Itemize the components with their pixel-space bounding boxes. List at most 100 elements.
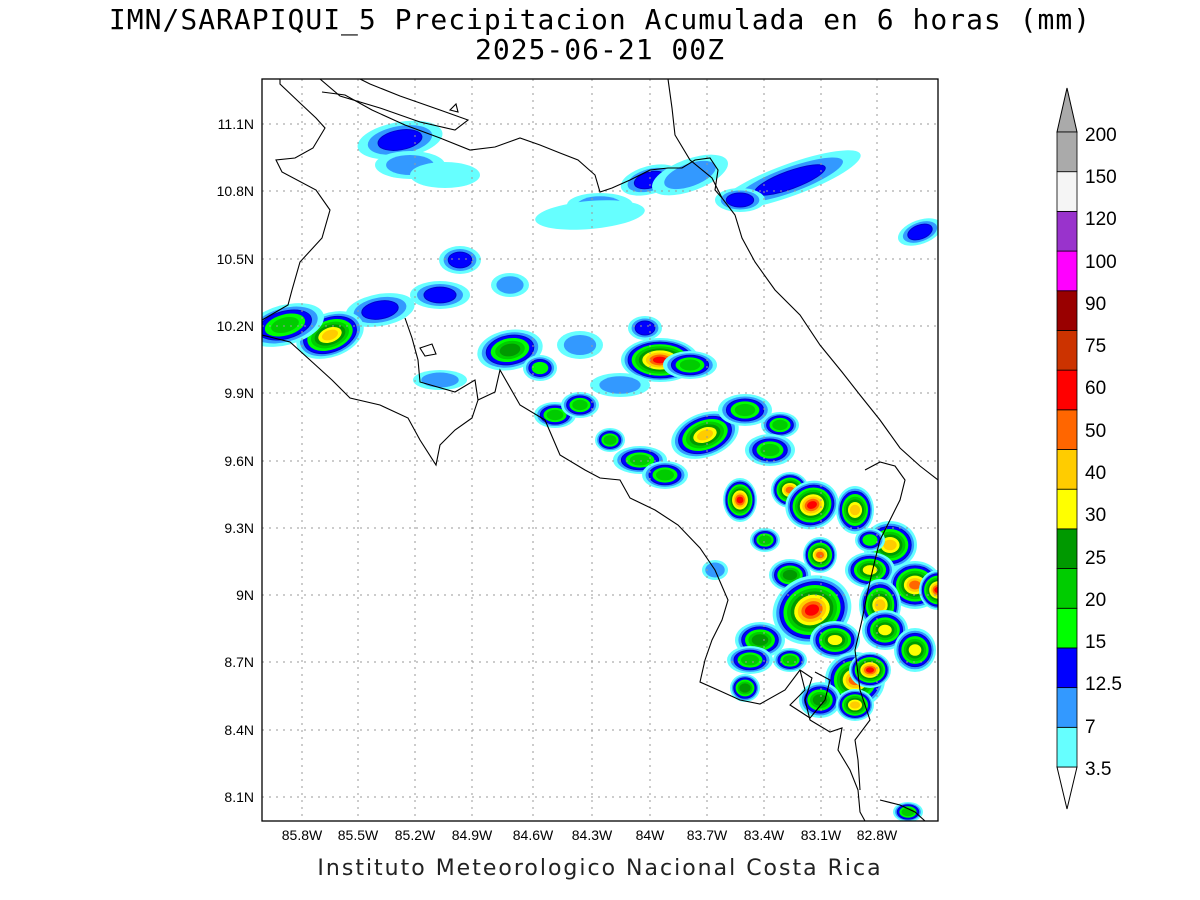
colorbar-swatch	[1056, 607, 1078, 649]
precipitation-cell	[499, 343, 521, 357]
precipitation-cell	[849, 504, 861, 516]
lake-nicaragua-shore	[319, 79, 470, 131]
map-grid	[262, 79, 938, 821]
precipitation-cell	[664, 160, 716, 190]
lat-tick: 9.9N	[224, 385, 254, 401]
precipitation-cell	[271, 316, 299, 334]
precipitation-cell	[907, 223, 933, 241]
lat-tick: 10.2N	[217, 318, 254, 334]
colorbar-label: 7	[1085, 717, 1096, 738]
precipitation-cell	[807, 501, 817, 509]
colorbar-label: 25	[1085, 548, 1106, 569]
colorbar-swatch	[1056, 647, 1078, 689]
colorbar-swatch	[1056, 171, 1078, 212]
precipitation-cell	[629, 454, 651, 466]
lat-tick: 9.6N	[224, 453, 254, 469]
precipitation-cell	[878, 624, 892, 636]
pacific-coastline	[262, 79, 331, 321]
precipitation-field	[262, 120, 938, 821]
colorbar-swatch	[1056, 369, 1078, 411]
precipitation-cell	[862, 565, 878, 575]
nicaragua-border	[321, 91, 723, 199]
precipitation-cell	[865, 667, 875, 673]
precipitation-cell	[772, 419, 788, 431]
colorbar-swatch	[1056, 687, 1078, 728]
latitude-axis: 11.1N 10.8N 10.5N 10.2N 9.9N 9.6N 9.3N 9…	[217, 116, 254, 805]
lat-tick: 9.3N	[224, 520, 254, 536]
precipitation-cell	[361, 300, 399, 320]
colorbar-top-arrow	[1056, 87, 1078, 133]
precipitation-cell	[782, 569, 798, 581]
colorbar-label: 150	[1085, 167, 1117, 188]
gulf-nicoya-coast	[477, 368, 866, 821]
precipitation-cell	[421, 372, 459, 388]
colorbar-label: 90	[1085, 294, 1106, 315]
precipitation-cell	[535, 200, 645, 230]
precipitation-cell	[546, 409, 564, 421]
lat-tick: 8.4N	[224, 722, 254, 738]
plot-frame	[261, 78, 939, 822]
colorbar-swatch	[1056, 131, 1078, 173]
precipitation-cell	[908, 644, 922, 656]
lat-tick: 11.1N	[218, 116, 254, 132]
lon-tick: 83.1W	[801, 827, 842, 843]
map-title: IMN/SARAPIQUI_5 Precipitacion Acumulada …	[108, 3, 1092, 36]
precipitation-cell	[782, 655, 798, 665]
precipitation-cell	[736, 496, 744, 504]
colorbar-label: 100	[1085, 252, 1117, 273]
precipitation-cell	[634, 320, 656, 336]
lon-tick: 83.4W	[744, 827, 785, 843]
precipitation-cell	[531, 361, 549, 375]
colorbar-label: 12.5	[1085, 674, 1122, 695]
precipitation-cell	[849, 701, 861, 709]
golfo-dulce-coast	[789, 669, 831, 719]
precipitation-cell	[447, 251, 473, 269]
island	[448, 102, 459, 113]
colorbar-swatch	[1056, 250, 1078, 292]
map-datetime: 2025-06-21 00Z	[474, 33, 725, 66]
precipitation-cell	[883, 539, 897, 551]
precipitation-cell	[739, 683, 751, 693]
precipitation-cell	[751, 634, 769, 646]
colorbar-label: 3.5	[1085, 759, 1111, 780]
lon-tick: 84.9W	[452, 827, 493, 843]
credit-footer: Instituto Meteorologico Nacional Costa R…	[317, 856, 883, 881]
lon-tick: 84.6W	[513, 827, 554, 843]
lat-tick: 10.8N	[217, 183, 254, 199]
precipitation-cell	[741, 654, 759, 666]
lat-tick: 10.5N	[217, 251, 254, 267]
panama-coast-south	[879, 799, 926, 821]
colorbar-label: 20	[1085, 590, 1106, 611]
lon-tick: 85.5W	[338, 827, 379, 843]
colorbar-label: 60	[1085, 378, 1106, 399]
precipitation-cell	[804, 604, 820, 616]
precipitation-cell	[599, 376, 641, 394]
colorbar-label: 200	[1085, 125, 1117, 146]
precipitation-cell	[874, 599, 886, 611]
colorbar-label: 15	[1085, 632, 1106, 653]
colorbar-swatch	[1056, 330, 1078, 371]
precipitation-cell	[734, 403, 756, 417]
precipitation-cell	[827, 634, 843, 646]
panama-border	[854, 461, 906, 791]
precipitation-cell	[760, 443, 780, 457]
precipitation-cell	[410, 162, 480, 188]
precipitation-cell	[862, 534, 878, 546]
colorbar-label: 40	[1085, 463, 1106, 484]
lon-tick: 85.8W	[282, 827, 323, 843]
colorbar-label: 30	[1085, 505, 1106, 526]
colorbar-swatch	[1056, 210, 1078, 252]
nicoya-peninsula-coast	[262, 317, 479, 467]
colorbar-legend: 3.5 7 12.5 15 20 25 30 40 50 60 75 90 10…	[1056, 87, 1122, 810]
colorbar-bottom-arrow	[1056, 766, 1078, 810]
precipitation-cell	[572, 399, 588, 411]
precipitation-cell	[812, 694, 828, 706]
colorbar-swatch	[1056, 726, 1078, 768]
colorbar-swatch	[1056, 409, 1078, 450]
colorbar-swatch	[1056, 449, 1078, 490]
lat-tick: 8.1N	[224, 789, 254, 805]
longitude-axis: 85.8W 85.5W 85.2W 84.9W 84.6W 84.3W 84W …	[282, 827, 898, 843]
lon-tick: 84W	[636, 827, 666, 843]
precipitation-cell	[758, 535, 772, 545]
